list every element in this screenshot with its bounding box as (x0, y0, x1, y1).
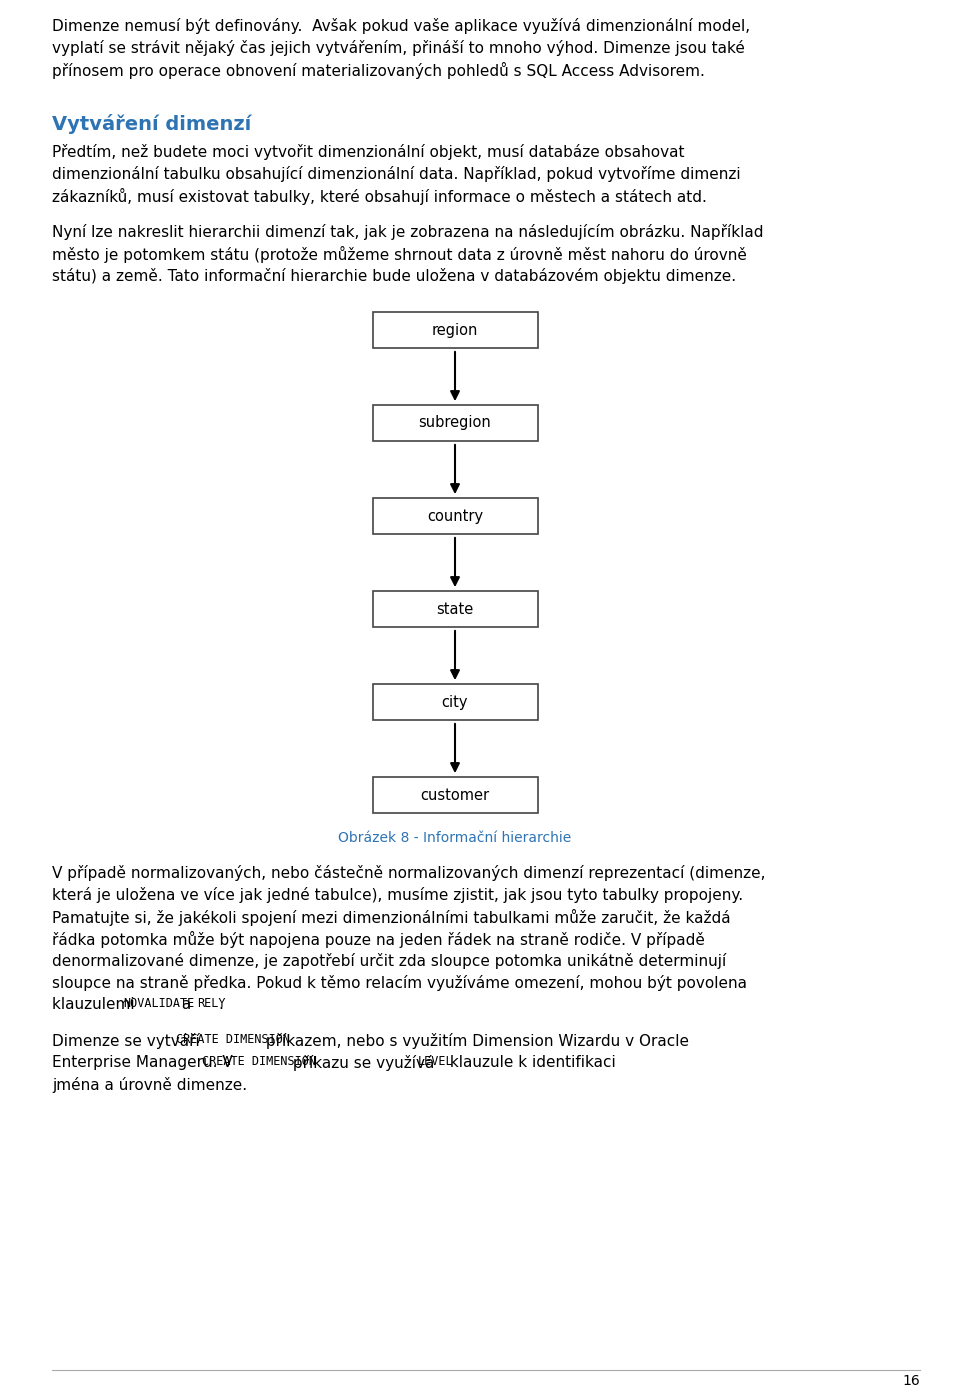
Text: Nyní lze nakreslit hierarchii dimenzí tak, jak je zobrazena na následujícím obrá: Nyní lze nakreslit hierarchii dimenzí ta… (52, 224, 763, 240)
Text: Obrázek 8 - Informační hierarchie: Obrázek 8 - Informační hierarchie (338, 830, 571, 844)
Text: CREATE DIMENSION: CREATE DIMENSION (202, 1055, 316, 1068)
Text: vyplatí se strávit nějaký čas jejich vytvářením, přináší to mnoho výhod. Dimenze: vyplatí se strávit nějaký čas jejich vyt… (52, 41, 745, 56)
Text: Dimenze se vytváří: Dimenze se vytváří (52, 1033, 204, 1048)
Text: 16: 16 (902, 1374, 920, 1388)
Bar (372, 312, 538, 348)
Text: klauzulemi: klauzulemi (52, 997, 139, 1012)
Text: .: . (218, 997, 223, 1012)
Text: Dimenze nemusí být definovány.  Avšak pokud vaše aplikace využívá dimenzionální : Dimenze nemusí být definovány. Avšak pok… (52, 18, 750, 34)
Text: sloupce na straně předka. Pokud k těmo relacím využíváme omezení, mohou být povo: sloupce na straně předka. Pokud k těmo r… (52, 974, 747, 991)
Text: státu) a země. Tato informační hierarchie bude uložena v databázovém objektu dim: státu) a země. Tato informační hierarchi… (52, 268, 736, 284)
Text: customer: customer (420, 787, 490, 802)
Text: a: a (178, 997, 197, 1012)
Text: zákazníků, musí existovat tabulky, které obsahují informace o městech a státech : zákazníků, musí existovat tabulky, které… (52, 187, 707, 206)
Text: V případě normalizovaných, nebo částečně normalizovaných dimenzí reprezentací (d: V případě normalizovaných, nebo částečně… (52, 865, 765, 881)
Text: CREATE DIMENSION: CREATE DIMENSION (176, 1033, 290, 1046)
Text: dimenzionální tabulku obsahující dimenzionální data. Například, pokud vytvoříme : dimenzionální tabulku obsahující dimenzi… (52, 166, 740, 182)
Text: LEVEL: LEVEL (418, 1055, 453, 1068)
Text: příkazem, nebo s využitím Dimension Wizardu v Oracle: příkazem, nebo s využitím Dimension Wiza… (261, 1033, 689, 1048)
Text: state: state (437, 601, 473, 617)
Bar (372, 405, 538, 440)
Text: NOVALIDATE: NOVALIDATE (124, 997, 195, 1009)
Text: která je uložena ve více jak jedné tabulce), musíme zjistit, jak jsou tyto tabul: která je uložena ve více jak jedné tabul… (52, 886, 743, 903)
Text: Vytváření dimenzí: Vytváření dimenzí (52, 115, 252, 134)
Text: město je potomkem státu (protože můžeme shrnout data z úrovně měst nahoru do úro: město je potomkem státu (protože můžeme … (52, 246, 747, 263)
Text: Enterprise Manageru. V: Enterprise Manageru. V (52, 1055, 238, 1069)
Text: denormalizované dimenze, je zapotřebí určit zda sloupce potomka unikátně determi: denormalizované dimenze, je zapotřebí ur… (52, 953, 727, 969)
Text: RELY: RELY (197, 997, 226, 1009)
Bar (372, 684, 538, 720)
Text: subregion: subregion (419, 415, 492, 431)
Text: klauzule k identifikaci: klauzule k identifikaci (444, 1055, 615, 1069)
Text: city: city (442, 695, 468, 710)
Text: region: region (432, 323, 478, 337)
Text: řádka potomka může být napojena pouze na jeden řádek na straně rodiče. V případě: řádka potomka může být napojena pouze na… (52, 931, 705, 948)
Text: country: country (427, 509, 483, 523)
Bar (372, 591, 538, 626)
Text: přínosem pro operace obnovení materializovaných pohledů s SQL Access Advisorem.: přínosem pro operace obnovení materializ… (52, 62, 705, 80)
Text: jména a úrovně dimenze.: jména a úrovně dimenze. (52, 1076, 247, 1093)
Text: příkazu se využívá: příkazu se využívá (288, 1055, 439, 1071)
Bar (372, 777, 538, 814)
Text: Předtím, než budete moci vytvořit dimenzionální objekt, musí databáze obsahovat: Předtím, než budete moci vytvořit dimenz… (52, 144, 684, 159)
Bar (372, 498, 538, 534)
Text: Pamatujte si, že jakékoli spojení mezi dimenzionálními tabulkami může zaručit, ž: Pamatujte si, že jakékoli spojení mezi d… (52, 909, 731, 925)
